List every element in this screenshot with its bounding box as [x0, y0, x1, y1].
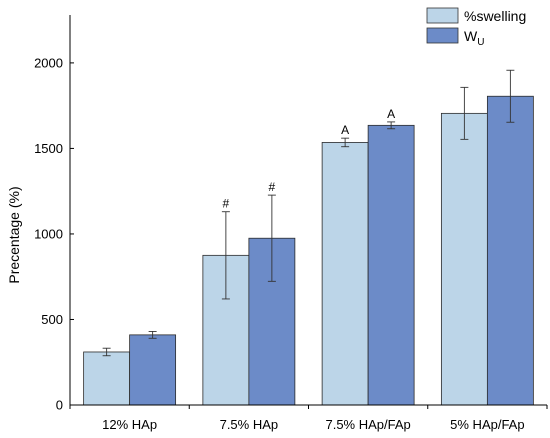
- bars-layer: [83, 95, 534, 406]
- annotations-layer: # A # A: [223, 107, 396, 211]
- significance-marker: A: [387, 107, 395, 121]
- y-tick-label: 1000: [34, 226, 63, 241]
- x-tick-label: 12% HAp: [102, 417, 157, 432]
- bar: [321, 142, 369, 406]
- bar: [440, 112, 488, 406]
- y-tick-label: 0: [56, 398, 63, 413]
- x-tick-label: 7.5% HAp/FAp: [325, 417, 410, 432]
- significance-marker: #: [223, 197, 230, 211]
- y-axis-title: Precentage (%): [6, 186, 22, 283]
- y-tick-label: 2000: [34, 55, 63, 70]
- bar: [367, 124, 415, 406]
- x-tick-label: 7.5% HAp: [220, 417, 279, 432]
- x-ticks: 12% HAp 7.5% HAp 7.5% HAp/FAp 5% HAp/FAp: [69, 405, 548, 432]
- significance-marker: A: [341, 123, 349, 137]
- x-tick-label: 5% HAp/FAp: [450, 417, 524, 432]
- legend-label-wu-main: W: [464, 28, 478, 44]
- legend: %swelling WU: [426, 7, 526, 48]
- bar: [83, 351, 131, 406]
- legend-label-wu-subscript: U: [477, 37, 484, 48]
- legend-label-swelling: %swelling: [464, 8, 526, 24]
- y-ticks: 0 500 1000 1500 2000: [34, 55, 74, 413]
- legend-swatch-wu: [426, 27, 459, 44]
- error-bars-layer: [102, 69, 515, 357]
- legend-swatch-swelling: [426, 7, 459, 24]
- y-tick-label: 500: [41, 312, 63, 327]
- legend-label-wu: WU: [464, 28, 484, 48]
- y-tick-label: 1500: [34, 141, 63, 156]
- significance-marker: #: [269, 180, 276, 194]
- bar: [486, 95, 534, 406]
- bar: [129, 334, 177, 406]
